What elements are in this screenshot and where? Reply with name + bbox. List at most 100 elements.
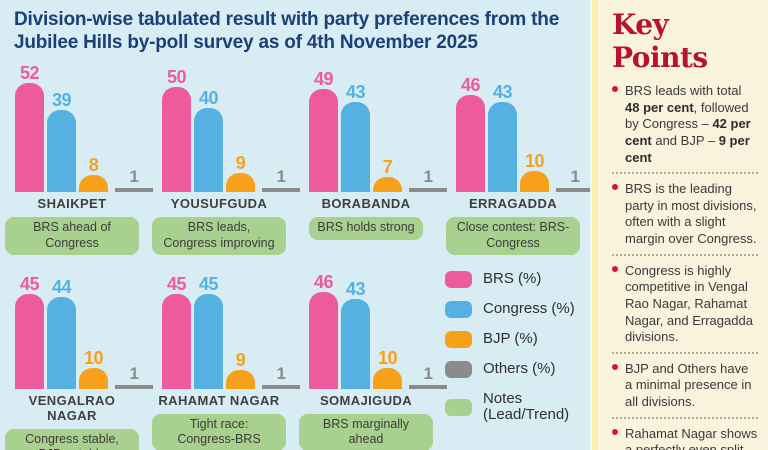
others-bar: [409, 188, 447, 193]
brs-legend-swatch: [445, 270, 472, 288]
division-name: YOUSUFGUDA: [170, 196, 268, 212]
bar-value-label: 43: [492, 82, 513, 103]
legend-row: BJP (%): [445, 331, 590, 348]
page-title: Division-wise tabulated result with part…: [14, 9, 560, 54]
division-chart: 50 40 9 1 YOUSUFGUDA BRS leads, Congress impr…: [149, 58, 300, 255]
legend-label: Notes (Lead/Trend): [483, 389, 570, 424]
bar-value-label: 10: [377, 347, 398, 368]
division-chart: 46 43 10 1 ERRAGADDA Close contest: BRS-Congr…: [443, 58, 594, 255]
key-point-item: BRS is the leading party in most divisio…: [612, 178, 758, 256]
infographic-main-panel: Division-wise tabulated result with part…: [0, 9, 594, 450]
bar-value-label: 50: [166, 67, 187, 88]
note-wrap: BRS leads, Congress improving: [149, 217, 289, 255]
note-wrap: BRS marginally ahead: [296, 413, 436, 450]
key-point-item: BJP and Others have a minimal presence i…: [612, 358, 758, 419]
bar-value-label: 1: [129, 363, 139, 383]
congress-legend-swatch: [445, 300, 472, 318]
bar-value-label: 1: [570, 167, 580, 187]
bar-value-label: 46: [313, 271, 334, 292]
bar-column-others: 1: [556, 167, 594, 193]
others-bar: [115, 188, 153, 193]
bar-column-bjp: 9: [226, 351, 255, 389]
key-point-item: BRS leads with total 48 per cent, follow…: [612, 80, 758, 175]
others-bar: [409, 384, 447, 389]
congress-bar: [47, 110, 76, 193]
bar-column-others: 1: [262, 167, 300, 193]
brs-bar: [162, 293, 191, 389]
bar-column-brs: 46: [309, 273, 338, 389]
congress-bar: [194, 293, 223, 389]
division-name: BORABANDA: [321, 196, 411, 212]
key-points-sidebar: Key Points BRS leads with total 48 per c…: [600, 0, 768, 450]
bar-value-label: 43: [345, 82, 366, 103]
division-chart: 49 43 7 1 BORABANDA BRS holds strong: [296, 58, 447, 255]
bar-column-others: 1: [409, 365, 447, 389]
congress-bar: [488, 102, 517, 193]
bullet-icon: [612, 363, 618, 370]
panel-divider: [590, 0, 600, 450]
legend-label: BJP (%): [483, 330, 538, 348]
bar-group: 50 40 9 1: [149, 60, 300, 193]
bar-column-others: 1: [262, 365, 300, 389]
bjp-bar: [373, 367, 402, 389]
bar-value-label: 45: [198, 273, 219, 294]
division-name: SOMAJIGUDA: [319, 392, 413, 408]
division-chart: 45 45 9 1 RAHAMAT NAGAR Tight race: Congress-…: [149, 255, 300, 450]
bar-value-label: 1: [276, 363, 286, 383]
bar-column-brs: 52: [15, 63, 44, 193]
brs-bar: [15, 293, 44, 389]
note_bg-legend-swatch: [445, 398, 472, 416]
note-wrap: BRS holds strong: [296, 217, 436, 240]
note-badge: BRS leads, Congress improving: [152, 217, 286, 255]
bar-value-label: 45: [166, 273, 187, 294]
bullet-icon: [612, 184, 618, 191]
bar-column-brs: 46: [456, 75, 485, 193]
brs-bar: [15, 83, 44, 193]
bar-column-brs: 50: [162, 67, 191, 193]
note-badge: Congress stable, BJP notable: [5, 428, 139, 450]
note-wrap: Tight race: Congress-BRS: [149, 413, 289, 450]
bar-group: 45 44 10 1: [2, 257, 153, 389]
division-charts-grid: 52 39 8 1 SHAIKPET BRS ahead of Congress 50 40 9…: [0, 58, 594, 450]
division-chart: 45 44 10 1 VENGALRAO NAGAR Congress stable, B…: [2, 255, 153, 450]
bar-value-label: 46: [460, 75, 481, 96]
bar-value-label: 43: [345, 278, 366, 299]
legend-label: Congress (%): [483, 300, 575, 318]
bullet-icon: [612, 428, 618, 435]
bar-column-brs: 49: [309, 70, 338, 193]
bjp-bar: [226, 173, 255, 193]
key-points-title: Key Points: [612, 8, 708, 74]
legend-row: Congress (%): [445, 301, 590, 318]
legend-label: Others (%): [483, 360, 556, 378]
brs-bar: [309, 291, 338, 389]
bar-column-congress: 43: [488, 82, 517, 193]
bar-group: 49 43 7 1: [296, 60, 447, 193]
bar-value-label: 9: [235, 153, 246, 174]
bar-value-label: 52: [19, 63, 40, 84]
bar-column-bjp: 7: [373, 158, 402, 193]
legend-row: Notes (Lead/Trend): [445, 389, 590, 424]
bar-value-label: 1: [423, 363, 433, 383]
bar-column-bjp: 10: [373, 349, 402, 389]
bar-column-congress: 43: [341, 280, 370, 389]
bar-column-congress: 40: [194, 89, 223, 193]
bjp-bar: [79, 175, 108, 193]
division-name: VENGALRAO NAGAR: [28, 392, 116, 423]
bar-value-label: 45: [19, 273, 40, 294]
note-badge: BRS marginally ahead: [299, 413, 433, 450]
note-badge: Close contest: BRS-Congress: [446, 217, 580, 255]
division-name: SHAIKPET: [37, 196, 107, 212]
key-points-list: BRS leads with total 48 per cent, follow…: [612, 80, 758, 450]
bar-column-others: 1: [409, 168, 447, 193]
bullet-icon: [612, 265, 618, 272]
brs-bar: [309, 89, 338, 193]
note-badge: BRS holds strong: [309, 217, 423, 240]
bar-column-bjp: 10: [520, 152, 549, 193]
division-chart: 52 39 8 1 SHAIKPET BRS ahead of Congress: [2, 58, 153, 255]
bar-value-label: 1: [276, 167, 286, 187]
congress-bar: [194, 108, 223, 193]
bar-column-congress: 45: [194, 275, 223, 389]
congress-bar: [341, 102, 370, 193]
key-point-text: BJP and Others have a minimal presence i…: [625, 360, 752, 409]
bar-group: 52 39 8 1: [2, 60, 153, 193]
